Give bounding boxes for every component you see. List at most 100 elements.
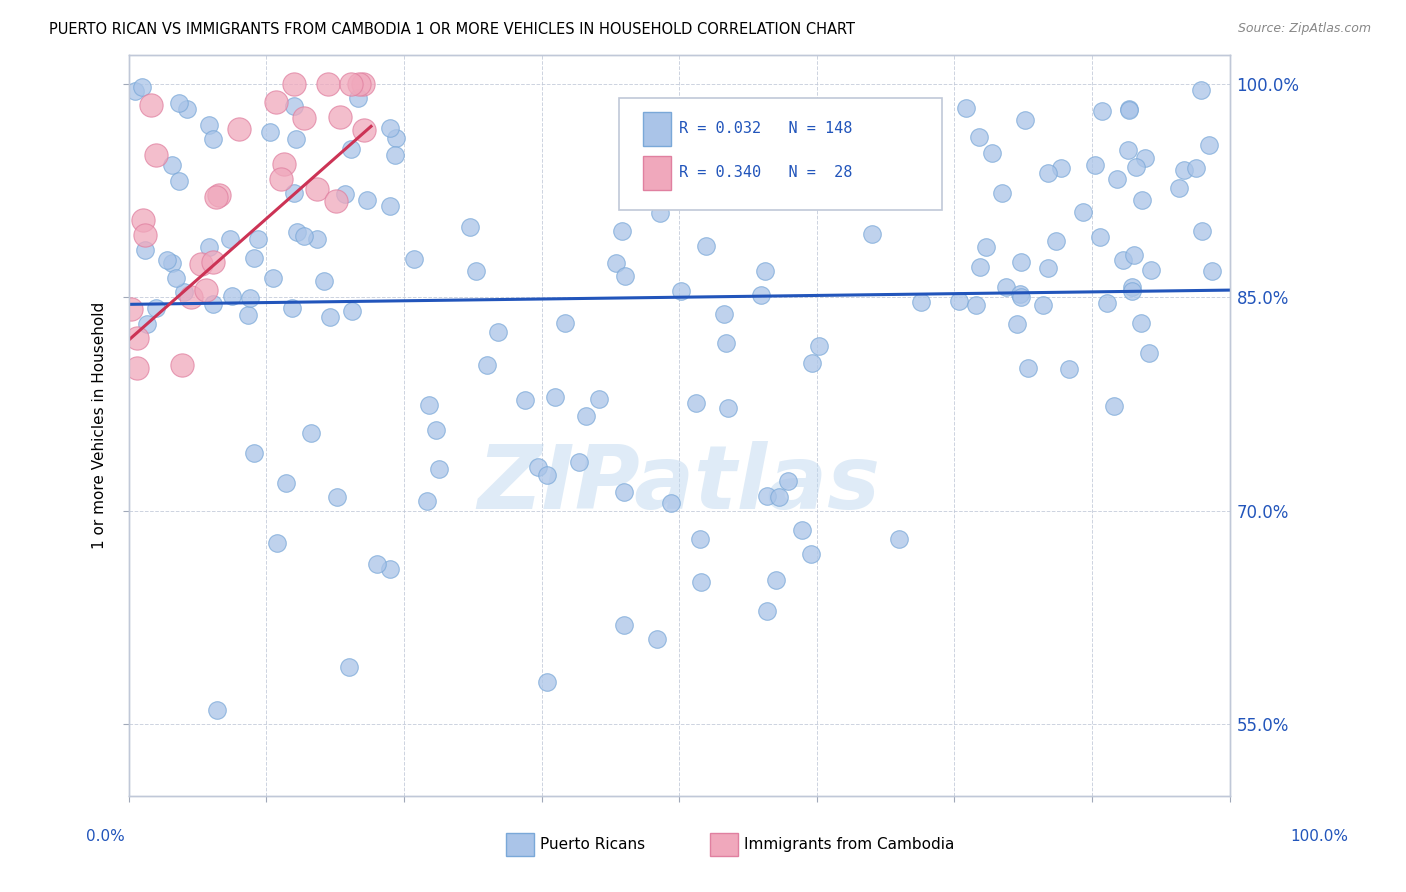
Point bbox=[1191, 223, 1213, 237]
Point bbox=[170, 358, 193, 372]
Point bbox=[205, 703, 228, 717]
Point bbox=[860, 227, 883, 241]
Point bbox=[613, 485, 636, 500]
Point bbox=[190, 257, 212, 271]
Point bbox=[669, 284, 692, 298]
Point bbox=[134, 228, 156, 243]
Text: PUERTO RICAN VS IMMIGRANTS FROM CAMBODIA 1 OR MORE VEHICLES IN HOUSEHOLD CORRELA: PUERTO RICAN VS IMMIGRANTS FROM CAMBODIA… bbox=[49, 22, 855, 37]
Point bbox=[1133, 151, 1156, 165]
Point bbox=[156, 252, 179, 267]
Point bbox=[1137, 345, 1160, 359]
Point bbox=[1201, 264, 1223, 278]
Point bbox=[378, 121, 401, 136]
Point bbox=[1139, 262, 1161, 277]
Point bbox=[1118, 103, 1140, 117]
Point bbox=[588, 392, 610, 406]
Point bbox=[283, 98, 305, 112]
Point bbox=[714, 335, 737, 350]
Point bbox=[1084, 158, 1107, 172]
Text: 100.0%: 100.0% bbox=[1289, 830, 1348, 844]
Point bbox=[120, 302, 142, 317]
Point bbox=[1112, 253, 1135, 268]
Point bbox=[1129, 317, 1152, 331]
Point bbox=[337, 660, 360, 674]
Point bbox=[969, 129, 991, 144]
Point bbox=[262, 271, 284, 285]
Point bbox=[790, 524, 813, 538]
Point bbox=[380, 199, 402, 213]
Point bbox=[340, 77, 363, 91]
Point bbox=[755, 489, 778, 503]
Text: 0.0%: 0.0% bbox=[86, 830, 125, 844]
Point bbox=[312, 274, 335, 288]
Point bbox=[135, 318, 157, 332]
Point bbox=[1130, 193, 1153, 207]
Point bbox=[427, 462, 450, 476]
Point bbox=[236, 308, 259, 322]
Point bbox=[527, 460, 550, 475]
Point bbox=[340, 142, 363, 156]
Point bbox=[246, 232, 269, 246]
Point bbox=[352, 77, 374, 91]
Point bbox=[239, 291, 262, 305]
Point bbox=[283, 186, 305, 201]
Point bbox=[1097, 296, 1119, 310]
Point bbox=[513, 393, 536, 408]
Point bbox=[366, 557, 388, 571]
Point bbox=[1185, 161, 1208, 176]
Point bbox=[1010, 290, 1032, 304]
Point bbox=[198, 118, 221, 132]
Point bbox=[1008, 287, 1031, 301]
Point bbox=[145, 301, 167, 315]
Point bbox=[486, 325, 509, 339]
Point bbox=[948, 294, 970, 309]
Point bbox=[800, 356, 823, 370]
Point bbox=[299, 426, 322, 441]
Point bbox=[325, 194, 347, 208]
Point bbox=[659, 496, 682, 510]
Text: R = 0.340   N =  28: R = 0.340 N = 28 bbox=[679, 165, 852, 180]
Point bbox=[568, 455, 591, 469]
Point bbox=[125, 330, 148, 344]
Point bbox=[329, 110, 352, 124]
Point bbox=[221, 289, 243, 303]
Point bbox=[259, 124, 281, 138]
Point bbox=[131, 79, 153, 94]
Point bbox=[425, 423, 447, 437]
Point bbox=[465, 264, 488, 278]
Point bbox=[160, 158, 183, 172]
Point bbox=[648, 206, 671, 220]
Point bbox=[536, 674, 558, 689]
Point bbox=[536, 467, 558, 482]
Point bbox=[292, 112, 315, 126]
Point bbox=[378, 562, 401, 576]
Point bbox=[1090, 229, 1112, 244]
Point bbox=[347, 91, 370, 105]
Point bbox=[356, 193, 378, 207]
Point bbox=[1121, 284, 1143, 298]
Point bbox=[1032, 298, 1054, 312]
Point bbox=[554, 316, 576, 330]
Text: Puerto Ricans: Puerto Ricans bbox=[540, 838, 645, 852]
Point bbox=[1102, 399, 1125, 413]
Point bbox=[1125, 160, 1147, 174]
Point bbox=[353, 122, 375, 136]
Point bbox=[613, 268, 636, 283]
Point bbox=[195, 283, 218, 297]
Point bbox=[173, 285, 195, 299]
Point bbox=[685, 396, 707, 410]
Point bbox=[768, 491, 790, 505]
Point bbox=[1036, 166, 1059, 180]
Point bbox=[544, 390, 567, 404]
Point bbox=[477, 358, 499, 372]
Y-axis label: 1 or more Vehicles in Household: 1 or more Vehicles in Household bbox=[93, 301, 107, 549]
Point bbox=[384, 131, 406, 145]
Point bbox=[612, 224, 634, 238]
Point bbox=[416, 494, 439, 508]
Point bbox=[167, 174, 190, 188]
Point bbox=[266, 95, 288, 110]
Point bbox=[981, 146, 1004, 161]
Point bbox=[176, 102, 198, 116]
Point bbox=[418, 398, 440, 412]
Point bbox=[1059, 361, 1081, 376]
